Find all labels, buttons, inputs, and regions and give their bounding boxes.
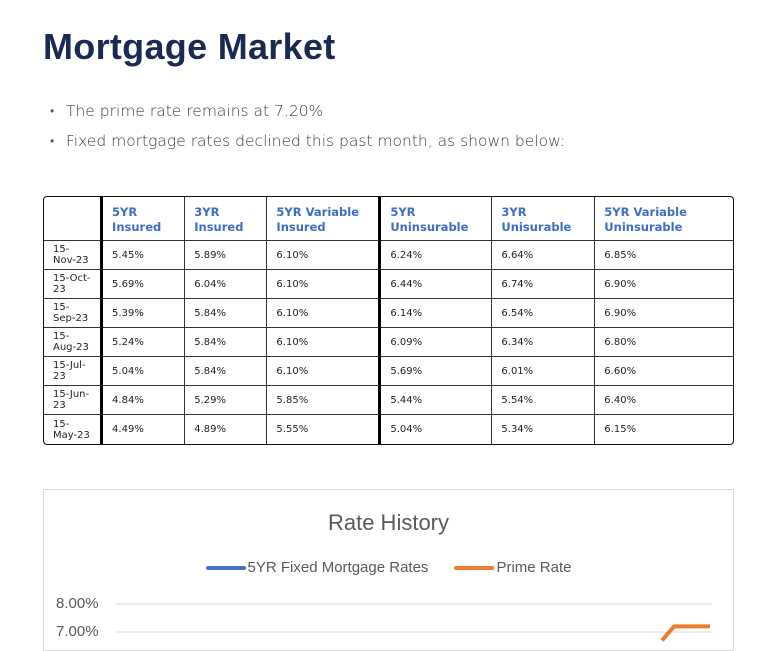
- table-row: 15-Sep-23 5.39% 5.84% 6.10% 6.14% 6.54% 6.90%: [44, 299, 733, 328]
- rate-cell: 5.04%: [103, 357, 186, 386]
- chart-title: Rate History: [327, 510, 450, 535]
- rate-cell: 6.10%: [267, 270, 382, 299]
- date-cell: 15-Sep-23: [44, 299, 104, 328]
- column-header: 5YR Variable Insured: [267, 197, 382, 241]
- column-header: 5YR Uninsurable: [381, 197, 493, 241]
- bullet-item: The prime rate remains at 7.20%: [50, 100, 565, 130]
- bullet-item: Fixed mortgage rates declined this past …: [50, 130, 565, 160]
- legend-swatch: [205, 566, 246, 571]
- rates-table: 5YR Insured 3YR Insured 5YR Variable Insur…: [43, 196, 734, 445]
- table-row: 15-May-23 4.49% 4.89% 5.55% 5.04% 5.34% 6.15%: [44, 415, 733, 444]
- table-row: 15-Oct-23 5.69% 6.04% 6.10% 6.44% 6.74% 6.90%: [44, 270, 733, 299]
- bullet-list: The prime rate remains at 7.20% Fixed mo…: [44, 100, 565, 160]
- rate-cell: 5.84%: [185, 328, 268, 357]
- rate-cell: 6.24%: [381, 241, 493, 270]
- rate-cell: 6.09%: [381, 328, 493, 357]
- table-row: 15-Nov-23 5.45% 5.89% 6.10% 6.24% 6.64% 6.85%: [44, 241, 733, 270]
- rate-cell: 5.89%: [185, 241, 268, 270]
- page-title: Mortgage Market: [43, 26, 336, 67]
- rate-cell: 5.85%: [267, 386, 382, 415]
- rate-cell: 6.44%: [381, 270, 493, 299]
- column-header: 5YR Insured: [103, 197, 186, 241]
- rate-cell: 6.60%: [595, 357, 733, 386]
- rate-cell: 5.45%: [103, 241, 186, 270]
- rate-cell: 6.10%: [267, 357, 382, 386]
- rate-cell: 6.10%: [267, 328, 382, 357]
- rate-cell: 6.01%: [492, 357, 596, 386]
- y-tick-label: 8.00%: [56, 595, 99, 612]
- prime-rate-line: [660, 624, 710, 642]
- column-header: [44, 197, 104, 241]
- rate-cell: 5.54%: [492, 386, 596, 415]
- rate-cell: 5.29%: [185, 386, 268, 415]
- rate-cell: 5.69%: [381, 357, 493, 386]
- date-cell: 15-May-23: [44, 415, 104, 444]
- rate-cell: 6.34%: [492, 328, 596, 357]
- rate-cell: 4.49%: [103, 415, 186, 444]
- rate-cell: 6.85%: [595, 241, 733, 270]
- column-header: 3YR Unisurable: [492, 197, 596, 241]
- chart-legend: 5YR Fixed Mortgage Rates Prime Rate: [44, 559, 733, 576]
- rate-cell: 6.15%: [604, 424, 637, 435]
- rate-cell: 5.24%: [103, 328, 186, 357]
- legend-item: 5YR Fixed Mortgage Rates: [205, 559, 429, 576]
- rate-cell: 6.90%: [595, 270, 733, 299]
- rate-cell: 5.55%: [267, 415, 382, 444]
- table-row: 15-Jul-23 5.04% 5.84% 6.10% 5.69% 6.01% 6.60%: [44, 357, 733, 386]
- rate-cell: 6.04%: [185, 270, 268, 299]
- legend-item: Prime Rate: [454, 559, 571, 576]
- rate-cell: 6.90%: [595, 299, 733, 328]
- legend-swatch: [454, 566, 495, 571]
- rate-cell: 5.04%: [381, 415, 493, 444]
- legend-label: 5YR Fixed Mortgage Rates: [247, 559, 429, 576]
- rate-cell: 6.14%: [381, 299, 493, 328]
- rate-cell: 6.80%: [595, 328, 733, 357]
- date-cell: 15-Oct-23: [44, 270, 104, 299]
- date-cell: 15-Aug-23: [44, 328, 104, 357]
- rate-cell: 5.69%: [103, 270, 186, 299]
- date-cell: 15-Nov-23: [44, 241, 104, 270]
- rate-cell: 5.44%: [381, 386, 493, 415]
- rate-cell: 4.89%: [185, 415, 268, 444]
- date-cell: 15-Jul-23: [44, 357, 104, 386]
- rate-cell: 5.84%: [185, 299, 268, 328]
- legend-label: Prime Rate: [496, 559, 572, 576]
- rate-cell: 6.54%: [492, 299, 596, 328]
- rate-cell: 6.74%: [492, 270, 596, 299]
- table-row: 15-Aug-23 5.24% 5.84% 6.10% 6.09% 6.34% 6.80%: [44, 328, 733, 357]
- rate-history-chart: Rate History 5YR Fixed Mortgage Rates Pr…: [43, 489, 734, 651]
- column-header: 3YR Insured: [185, 197, 268, 241]
- rate-cell: 6.64%: [492, 241, 596, 270]
- date-cell: 15-Jun-23: [44, 386, 104, 415]
- rate-cell: 6.10%: [267, 241, 382, 270]
- rate-cell: 5.84%: [185, 357, 268, 386]
- rate-cell: 5.34%: [492, 415, 596, 444]
- rate-cell: 5.39%: [103, 299, 186, 328]
- chart-plot: [116, 603, 712, 642]
- table-row: 15-Jun-23 4.84% 5.29% 5.85% 5.44% 5.54% 6.40%: [44, 386, 733, 415]
- rate-cell: 4.84%: [103, 386, 186, 415]
- rate-cell: 6.40%: [595, 386, 733, 415]
- rate-cell: 6.10%: [267, 299, 382, 328]
- column-header: 5YR Variable Uninsurable: [595, 197, 733, 241]
